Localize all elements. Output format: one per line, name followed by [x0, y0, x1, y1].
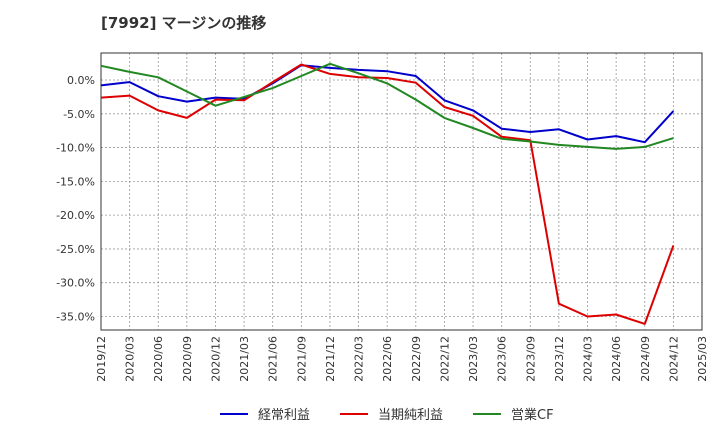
- x-tick-label: 2023/12: [553, 336, 566, 382]
- series-line-当期純利益: [100, 63, 675, 325]
- series-line-営業CF: [100, 62, 674, 150]
- x-tick-label: 2024/09: [639, 336, 652, 382]
- series-lines: [100, 62, 675, 325]
- x-tick-label: 2022/06: [381, 336, 394, 382]
- y-tick-label: -10.0%: [56, 142, 95, 155]
- y-tick-label: -35.0%: [56, 310, 95, 323]
- x-tick-label: 2021/09: [295, 336, 308, 382]
- y-tick-label: -30.0%: [56, 277, 95, 290]
- legend-swatch: [220, 412, 248, 415]
- x-tick-label: 2020/06: [152, 336, 165, 382]
- x-tick-label: 2024/03: [582, 336, 595, 382]
- x-tick-label: 2021/03: [238, 336, 251, 382]
- x-tick-label: 2025/03: [696, 336, 709, 382]
- x-tick-label: 2020/09: [181, 336, 194, 382]
- x-tick-label: 2019/12: [95, 336, 108, 382]
- legend-label: 当期純利益: [378, 408, 444, 423]
- legend-item: 当期純利益: [340, 404, 443, 423]
- y-tick-label: -25.0%: [56, 243, 95, 256]
- x-tick-label: 2024/12: [667, 336, 680, 382]
- y-tick-label: -20.0%: [56, 209, 95, 222]
- x-tick-label: 2023/09: [524, 336, 537, 382]
- legend: 経常利益 当期純利益 営業CF: [220, 404, 584, 423]
- legend-item: 経常利益: [220, 404, 310, 423]
- series-line-経常利益: [100, 64, 675, 144]
- legend-swatch: [473, 412, 502, 415]
- x-tick-label: 2021/06: [267, 336, 280, 382]
- x-tick-label: 2020/03: [124, 336, 137, 382]
- y-tick-label: 0.0%: [67, 74, 95, 87]
- x-tick-label: 2022/09: [410, 336, 423, 382]
- x-tick-label: 2020/12: [209, 336, 222, 382]
- chart-title: [7992] マージンの推移: [101, 14, 267, 32]
- x-tick-label: 2023/06: [496, 336, 509, 382]
- y-tick-label: -5.0%: [63, 108, 95, 121]
- legend-label: 営業CF: [511, 408, 554, 423]
- legend-swatch: [340, 412, 369, 415]
- legend-label: 経常利益: [258, 408, 311, 423]
- tick-labels: 0.0% -5.0% -10.0% -15.0% -20.0% -25.0% -30.0% -…: [56, 74, 709, 382]
- plot-frame: [100, 52, 703, 331]
- x-tick-label: 2023/03: [467, 336, 480, 382]
- legend-item: 営業CF: [473, 404, 554, 423]
- axes: [100, 52, 703, 331]
- x-tick-label: 2022/12: [438, 336, 451, 382]
- y-tick-label: -15.0%: [56, 175, 95, 188]
- x-tick-label: 2022/03: [353, 336, 366, 382]
- x-tick-label: 2024/06: [610, 336, 623, 382]
- x-tick-label: 2021/12: [324, 336, 337, 382]
